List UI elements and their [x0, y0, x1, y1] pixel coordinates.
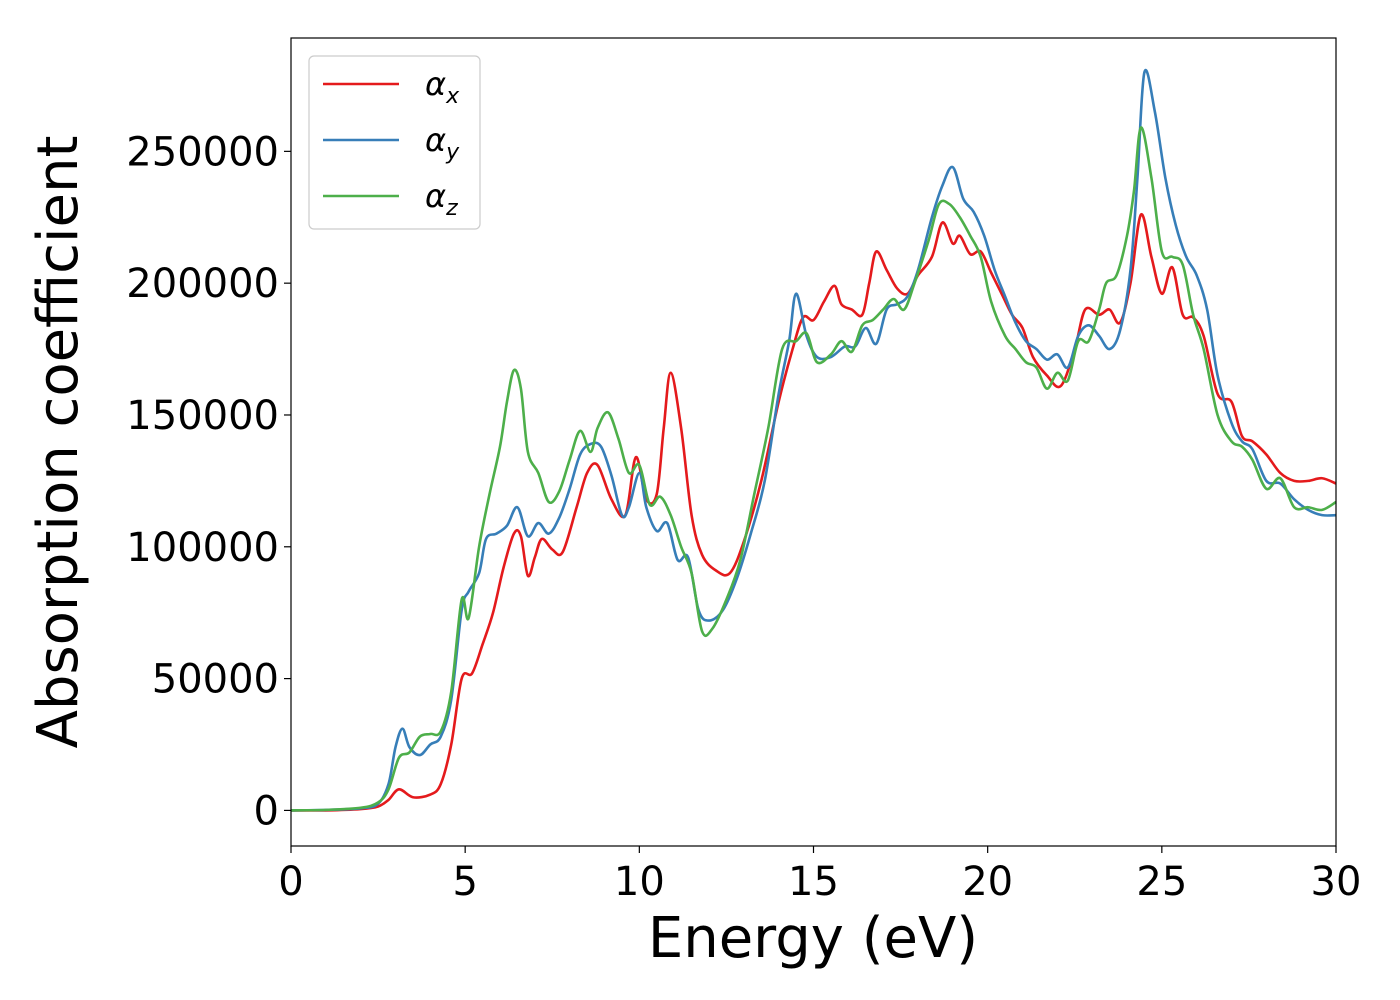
x-tick-label: 10 [614, 859, 665, 905]
y-tick-label: 150000 [126, 393, 279, 439]
y-tick-label: 200000 [126, 261, 279, 307]
series-line-alpha-z [290, 126, 1337, 812]
x-tick-label: 20 [962, 859, 1013, 905]
y-tick-label: 0 [254, 788, 279, 834]
x-tick-label: 5 [452, 859, 477, 905]
y-axis-title: Absorption coefficient [26, 136, 91, 749]
series-layer [290, 68, 1337, 812]
y-axis-ticks: 0 50000 100000 150000 200000 250000 [126, 129, 291, 834]
legend-label-alpha-z: αz [425, 177, 458, 221]
y-tick-label: 250000 [126, 129, 279, 175]
x-tick-label: 0 [278, 859, 303, 905]
x-axis-ticks: 0 5 10 15 20 25 30 [278, 846, 1361, 905]
legend: αx αy αz [308, 55, 481, 230]
series-line-alpha-x [290, 213, 1337, 812]
x-tick-label: 15 [788, 859, 839, 905]
y-tick-label: 50000 [152, 657, 279, 703]
x-axis-title: Energy (eV) [648, 906, 978, 971]
legend-label-alpha-x: αx [425, 65, 460, 109]
x-tick-label: 30 [1311, 859, 1362, 905]
legend-box [308, 55, 481, 230]
x-tick-label: 25 [1136, 859, 1187, 905]
y-tick-label: 100000 [126, 525, 279, 571]
legend-label-alpha-y: αy [425, 121, 460, 165]
